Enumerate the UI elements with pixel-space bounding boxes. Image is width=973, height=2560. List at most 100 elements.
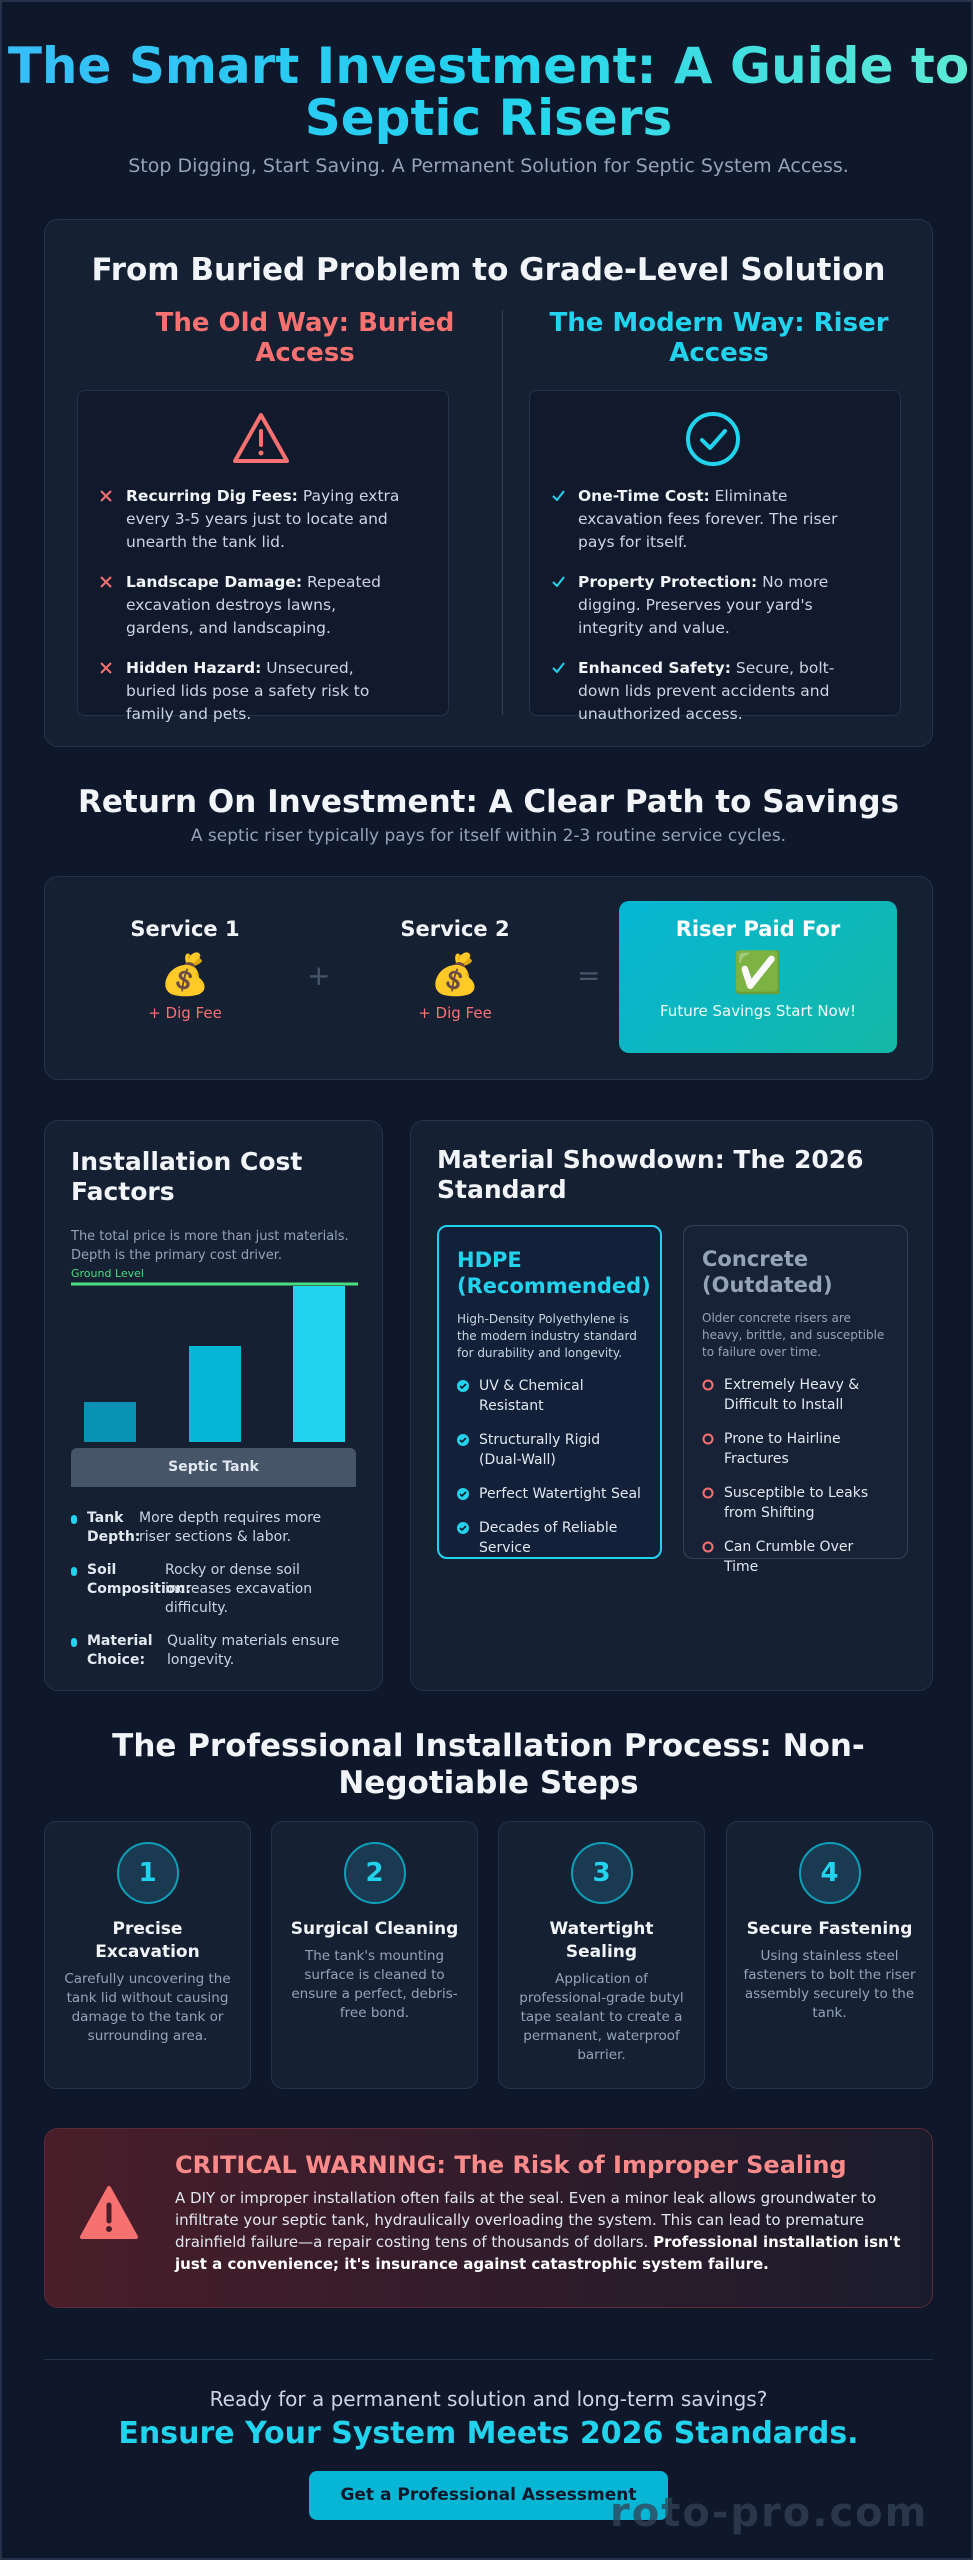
tank: Septic Tank bbox=[71, 1448, 356, 1487]
step-icon: 💰 bbox=[160, 952, 210, 998]
divider bbox=[44, 2359, 933, 2360]
step-text: Carefully uncovering the tank lid withou… bbox=[64, 1971, 231, 2044]
step-text: Using stainless steel fasteners to bolt … bbox=[743, 1948, 916, 2021]
roi-step: Service 2 💰 + Dig Fee bbox=[355, 917, 555, 1022]
comparison-card: From Buried Problem to Grade-Level Solut… bbox=[44, 219, 933, 747]
old-item: Hidden Hazard: Unsecured, buried lids po… bbox=[100, 657, 408, 726]
comparison-title: From Buried Problem to Grade-Level Solut… bbox=[91, 252, 886, 288]
roi-card: Service 1 💰 + Dig Fee + Service 2 💰 + Dig Fe… bbox=[44, 876, 933, 1080]
process-step: 4 Secure Fastening Using stainless steel f… bbox=[726, 1821, 933, 2089]
depth-illustration bbox=[71, 1282, 358, 1442]
feature-text: Extremely Heavy & Difficult to Install bbox=[724, 1377, 860, 1413]
operator: = bbox=[577, 959, 601, 992]
process-step: 1 Precise Excavation Carefully uncovering … bbox=[44, 1821, 251, 2089]
hdpe-description: High-Density Polyethylene is the modern … bbox=[457, 1312, 637, 1360]
item-label: Enhanced Safety: bbox=[578, 659, 731, 677]
cost-description: The total price is more than just materi… bbox=[71, 1229, 349, 1263]
factor-label: Material Choice: bbox=[71, 1632, 167, 1670]
modern-item: One-Time Cost: Eliminate excavation fees… bbox=[552, 485, 860, 554]
step-number: 4 bbox=[798, 1842, 861, 1904]
modern-item: Property Protection: No more digging. Pr… bbox=[552, 571, 860, 640]
feature-text: Decades of Reliable Service bbox=[479, 1520, 618, 1556]
item-label: One-Time Cost: bbox=[578, 487, 710, 505]
feature: Decades of Reliable Service bbox=[457, 1518, 642, 1558]
warning-paragraph: A DIY or improper installation often fai… bbox=[175, 2189, 877, 2251]
roi-title: Return On Investment: A Clear Path to Sa… bbox=[77, 784, 900, 820]
item-label: Recurring Dig Fees: bbox=[126, 487, 298, 505]
modern-title: The Modern Way: Riser Access bbox=[549, 308, 889, 368]
result-icon: ✅ bbox=[733, 950, 783, 996]
ground-label: Ground Level bbox=[71, 1267, 144, 1280]
step-title: Service 1 bbox=[130, 917, 240, 941]
old-box: Recurring Dig Fees: Paying extra every 3… bbox=[77, 390, 449, 723]
subtitle: Stop Digging, Start Saving. A Permanent … bbox=[128, 155, 849, 177]
factor-label: Soil Composition: bbox=[71, 1561, 191, 1618]
modern-box: One-Time Cost: Eliminate excavation fees… bbox=[529, 390, 901, 723]
roi-result: Riser Paid For ✅ Future Savings Start No… bbox=[619, 901, 897, 1053]
factor: Material Choice: Quality materials ensure… bbox=[71, 1632, 356, 1670]
step-icon: 💰 bbox=[430, 952, 480, 998]
step-number: 2 bbox=[343, 1842, 406, 1904]
cta-button[interactable]: Get a Professional Assessment bbox=[309, 2471, 668, 2520]
step-title: Service 2 bbox=[400, 917, 510, 941]
item-text: Paying extra every 3-5 years just to loc… bbox=[126, 487, 400, 551]
cta-headline: Ensure Your System Meets 2026 Standards. bbox=[118, 2416, 859, 2451]
warning-body: CRITICAL WARNING: The Risk of Improper S… bbox=[175, 2151, 905, 2275]
feature: Susceptible to Leaks from Shifting bbox=[702, 1483, 889, 1523]
hdpe-card: HDPE (Recommended) High-Density Polyethy… bbox=[437, 1225, 662, 1559]
feature: Perfect Watertight Seal bbox=[457, 1484, 642, 1504]
item-text: Eliminate excavation fees forever. The r… bbox=[578, 487, 838, 551]
process-step: 2 Surgical Cleaning The tank's mounting su… bbox=[271, 1821, 478, 2089]
divider bbox=[502, 310, 503, 715]
process-step: 3 Watertight Sealing Application of profes… bbox=[498, 1821, 705, 2089]
item-text: Unsecured, buried lids pose a safety ris… bbox=[126, 659, 370, 723]
warning-text: A DIY or improper installation often fai… bbox=[175, 2187, 905, 2275]
cost-title: Installation Cost Factors bbox=[71, 1147, 303, 1206]
cost-card: Installation Cost Factors The total pric… bbox=[44, 1120, 383, 1691]
step-text: Application of professional-grade butyl … bbox=[519, 1971, 684, 2063]
step-title: Watertight Sealing bbox=[549, 1919, 654, 1962]
process-title: The Professional Installation Process: N… bbox=[112, 1728, 865, 1801]
feature: Structurally Rigid (Dual-Wall) bbox=[457, 1430, 642, 1470]
item-text: Repeated excavation destroys lawns, gard… bbox=[126, 573, 381, 637]
old-title: The Old Way: Buried Access bbox=[155, 308, 455, 368]
cta-prompt: Ready for a permanent solution and long-… bbox=[209, 2387, 768, 2411]
warning-card: CRITICAL WARNING: The Risk of Improper S… bbox=[44, 2128, 933, 2308]
factor: Tank Depth: More depth requires more rise… bbox=[71, 1509, 356, 1547]
modern-item: Enhanced Safety: Secure, bolt-down lids … bbox=[552, 657, 860, 726]
feature-text: Can Crumble Over Time bbox=[724, 1539, 854, 1575]
hdpe-title: HDPE (Recommended) bbox=[457, 1248, 651, 1298]
feature: Can Crumble Over Time bbox=[702, 1537, 889, 1577]
feature: UV & Chemical Resistant bbox=[457, 1376, 642, 1416]
materials-title: Material Showdown: The 2026 Standard bbox=[437, 1145, 864, 1204]
factor-label: Tank Depth: bbox=[71, 1509, 140, 1547]
operator: + bbox=[307, 959, 331, 992]
result-note: Future Savings Start Now! bbox=[660, 1002, 856, 1020]
factor-text: Rocky or dense soil increases excavation… bbox=[165, 1562, 313, 1616]
feature-text: UV & Chemical Resistant bbox=[479, 1378, 584, 1414]
item-text: No more digging. Preserves your yard's i… bbox=[578, 573, 829, 637]
check-icon bbox=[686, 412, 740, 466]
item-label: Landscape Damage: bbox=[126, 573, 303, 591]
factor: Soil Composition: Rocky or dense soil inc… bbox=[71, 1561, 356, 1618]
materials-card: Material Showdown: The 2026 Standard HDP… bbox=[410, 1120, 933, 1691]
feature: Extremely Heavy & Difficult to Install bbox=[702, 1375, 889, 1415]
warning-emphasis: Professional installation isn't just a c… bbox=[175, 2233, 901, 2273]
old-item: Landscape Damage: Repeated excavation de… bbox=[100, 571, 408, 640]
feature-text: Prone to Hairline Fractures bbox=[724, 1431, 841, 1467]
roi-subtitle: A septic riser typically pays for itself… bbox=[190, 826, 787, 846]
title: The Smart Investment: A Guide to Septic … bbox=[2, 40, 973, 144]
item-label: Hidden Hazard: bbox=[126, 659, 262, 677]
step-title: Secure Fastening bbox=[746, 1919, 913, 1939]
step-text: The tank's mounting surface is cleaned t… bbox=[291, 1948, 458, 2021]
old-item: Recurring Dig Fees: Paying extra every 3… bbox=[100, 485, 408, 554]
warning-icon bbox=[80, 2186, 138, 2239]
watermark: roto-pro.com bbox=[610, 2490, 929, 2536]
item-text: Secure, bolt-down lids prevent accidents… bbox=[578, 659, 835, 723]
warning-icon bbox=[233, 413, 289, 463]
factor-text: More depth requires more riser sections … bbox=[139, 1510, 322, 1545]
step-title: Surgical Cleaning bbox=[290, 1919, 459, 1939]
result-title: Riser Paid For bbox=[675, 917, 841, 941]
feature-text: Structurally Rigid (Dual-Wall) bbox=[479, 1432, 601, 1468]
